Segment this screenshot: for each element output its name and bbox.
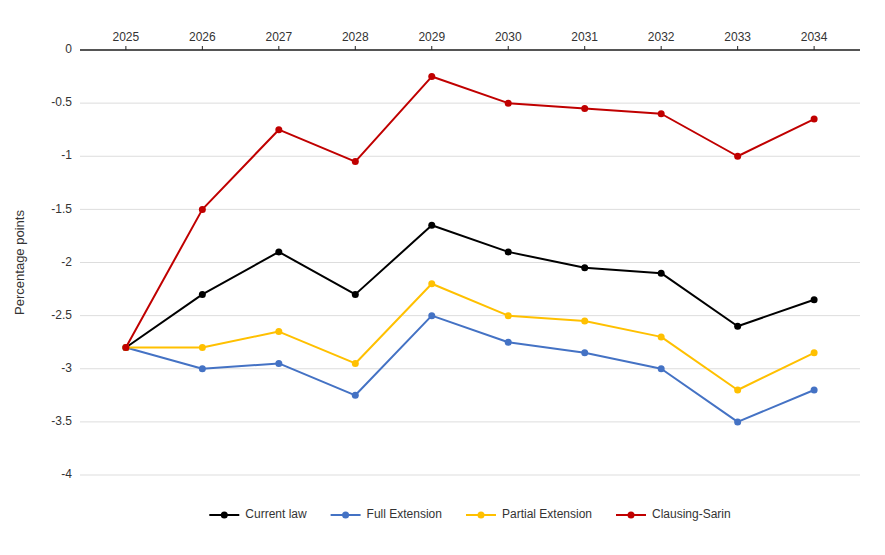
x-tick — [814, 46, 815, 50]
x-tick-label: 2030 — [495, 30, 522, 44]
y-tick-label: -3 — [61, 361, 72, 375]
grid-line — [80, 103, 860, 104]
y-tick-label: -1 — [61, 148, 72, 162]
series-marker — [199, 206, 206, 213]
series-marker — [811, 349, 818, 356]
series-marker — [505, 312, 512, 319]
x-tick — [278, 46, 279, 50]
legend-marker — [628, 512, 635, 519]
series-marker — [734, 418, 741, 425]
grid — [80, 50, 860, 475]
grid-line — [80, 368, 860, 369]
x-tick — [431, 46, 432, 50]
series-marker — [811, 387, 818, 394]
series-marker — [275, 126, 282, 133]
x-tick — [202, 46, 203, 50]
series-marker — [505, 339, 512, 346]
chart: 0 -0.5 -1 -1.5 -2 -2.5 -3 -3.5 -4 2025 2026 2027 202… — [0, 0, 885, 555]
series-marker — [428, 312, 435, 319]
legend-label: Full Extension — [367, 507, 442, 521]
grid-line — [80, 315, 860, 316]
series-marker — [811, 296, 818, 303]
series-line — [126, 284, 814, 390]
x-tick — [737, 46, 738, 50]
series-marker — [275, 248, 282, 255]
x-tick — [584, 46, 585, 50]
series-marker — [658, 365, 665, 372]
legend-item: Full Extension — [331, 507, 442, 521]
y-tick-label: -2 — [61, 255, 72, 269]
series-marker — [428, 222, 435, 229]
series-marker — [581, 349, 588, 356]
legend-marker — [221, 512, 228, 519]
y-tick-label: -1.5 — [51, 202, 72, 216]
grid-line — [80, 262, 860, 263]
series-marker — [199, 344, 206, 351]
series-line — [126, 77, 814, 348]
legend-marker — [342, 512, 349, 519]
grid-line — [80, 475, 860, 476]
series-marker — [352, 291, 359, 298]
y-tick-label: -3.5 — [51, 414, 72, 428]
legend-item: Current law — [209, 507, 307, 521]
series-marker — [581, 105, 588, 112]
x-tick-label: 2031 — [571, 30, 598, 44]
series-marker — [122, 344, 129, 351]
x-tick — [125, 46, 126, 50]
x-tick-label: 2026 — [189, 30, 216, 44]
legend-item: Partial Extension — [466, 507, 592, 521]
legend-label: Current law — [245, 507, 307, 521]
y-tick-label: -4 — [61, 467, 72, 481]
series-marker — [122, 344, 129, 351]
series-marker — [505, 100, 512, 107]
x-tick — [508, 46, 509, 50]
y-tick-label: -2.5 — [51, 308, 72, 322]
series-marker — [581, 264, 588, 271]
grid-line — [80, 156, 860, 157]
series-marker — [658, 110, 665, 117]
legend: Current law Full Extension Partial Extensi… — [209, 507, 730, 521]
series-marker — [505, 248, 512, 255]
series-marker — [352, 360, 359, 367]
series-line — [126, 316, 814, 422]
x-tick-label: 2025 — [113, 30, 140, 44]
series-marker — [734, 387, 741, 394]
grid-line — [80, 50, 860, 51]
series-marker — [734, 323, 741, 330]
legend-label: Clausing-Sarin — [652, 507, 731, 521]
series-marker — [658, 333, 665, 340]
grid-line — [80, 421, 860, 422]
x-tick-label: 2028 — [342, 30, 369, 44]
series-marker — [428, 280, 435, 287]
series-marker — [199, 365, 206, 372]
series-marker — [428, 73, 435, 80]
series-marker — [352, 158, 359, 165]
y-tick-label: -0.5 — [51, 95, 72, 109]
x-tick-label: 2034 — [801, 30, 828, 44]
x-axis-line — [80, 49, 860, 51]
legend-item: Clausing-Sarin — [616, 507, 731, 521]
legend-marker — [478, 512, 485, 519]
series-marker — [122, 344, 129, 351]
series-marker — [581, 317, 588, 324]
y-tick-label: 0 — [65, 42, 72, 56]
series-marker — [658, 270, 665, 277]
series-marker — [199, 291, 206, 298]
series-marker — [352, 392, 359, 399]
series-marker — [275, 360, 282, 367]
x-tick-label: 2033 — [724, 30, 751, 44]
x-tick-label: 2032 — [648, 30, 675, 44]
x-tick-label: 2029 — [418, 30, 445, 44]
series-marker — [122, 344, 129, 351]
plot-area — [122, 73, 817, 425]
series-marker — [734, 153, 741, 160]
grid-line — [80, 209, 860, 210]
x-tick-label: 2027 — [265, 30, 292, 44]
x-tick — [355, 46, 356, 50]
series-marker — [275, 328, 282, 335]
legend-label: Partial Extension — [502, 507, 592, 521]
y-axis-label: Percentage points — [12, 210, 27, 315]
x-tick — [661, 46, 662, 50]
series-marker — [811, 116, 818, 123]
